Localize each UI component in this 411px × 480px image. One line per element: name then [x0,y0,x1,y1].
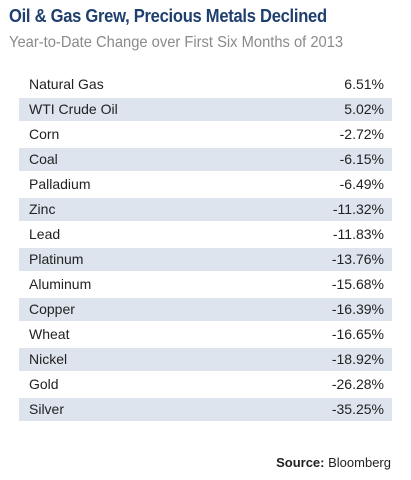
ytd-change-value: -6.49% [339,176,384,192]
source-value: Bloomberg [328,455,391,470]
commodity-name: Zinc [29,201,56,217]
table-row: Wheat -16.65% [19,323,392,348]
commodity-name: Lead [29,226,61,242]
table-row: Coal -6.15% [19,148,392,173]
commodity-name: Platinum [29,251,84,267]
ytd-change-value: -6.15% [339,151,384,167]
table-row: Zinc -11.32% [19,198,392,223]
ytd-change-value: -16.65% [331,326,384,342]
ytd-change-value: 6.51% [344,76,384,92]
commodity-name: Gold [29,376,59,392]
table-row: Natural Gas 6.51% [19,73,392,98]
ytd-change-value: -35.25% [331,401,384,417]
table-row: Nickel -18.92% [19,348,392,373]
commodity-name: Nickel [29,351,68,367]
data-table: Natural Gas 6.51% WTI Crude Oil 5.02% Corn -2… [19,73,392,423]
commodity-name: Aluminum [29,276,92,292]
ytd-change-value: 5.02% [344,101,384,117]
commodity-name: Coal [29,151,58,167]
ytd-change-value: -26.28% [331,376,384,392]
table-row: Platinum -13.76% [19,248,392,273]
table-row: Palladium -6.49% [19,173,392,198]
commodity-name: Silver [29,401,65,417]
table-row: Aluminum -15.68% [19,273,392,298]
table-row: Copper -16.39% [19,298,392,323]
table-row: WTI Crude Oil 5.02% [19,98,392,123]
table-row: Gold -26.28% [19,373,392,398]
commodity-name: Natural Gas [29,76,104,92]
commodity-name: Copper [29,301,75,317]
ytd-change-value: -16.39% [331,301,384,317]
table-row: Lead -11.83% [19,223,392,248]
ytd-change-value: -15.68% [331,276,384,292]
table-row: Silver -35.25% [19,398,392,423]
ytd-change-value: -13.76% [331,251,384,267]
commodity-name: Wheat [29,326,70,342]
chart-title: Oil & Gas Grew, Precious Metals Declined [9,6,327,26]
commodity-name: WTI Crude Oil [29,101,118,117]
ytd-change-value: -11.32% [332,201,384,217]
source-label: Source: [276,455,325,470]
source-note: Source: Bloomberg [276,455,391,470]
ytd-change-value: -2.72% [339,126,384,142]
table-row: Corn -2.72% [19,123,392,148]
chart-subtitle: Year-to-Date Change over First Six Month… [9,34,344,51]
commodity-name: Corn [29,126,60,142]
commodity-name: Palladium [29,176,91,192]
ytd-change-value: -11.83% [332,226,384,242]
ytd-change-value: -18.92% [331,351,384,367]
